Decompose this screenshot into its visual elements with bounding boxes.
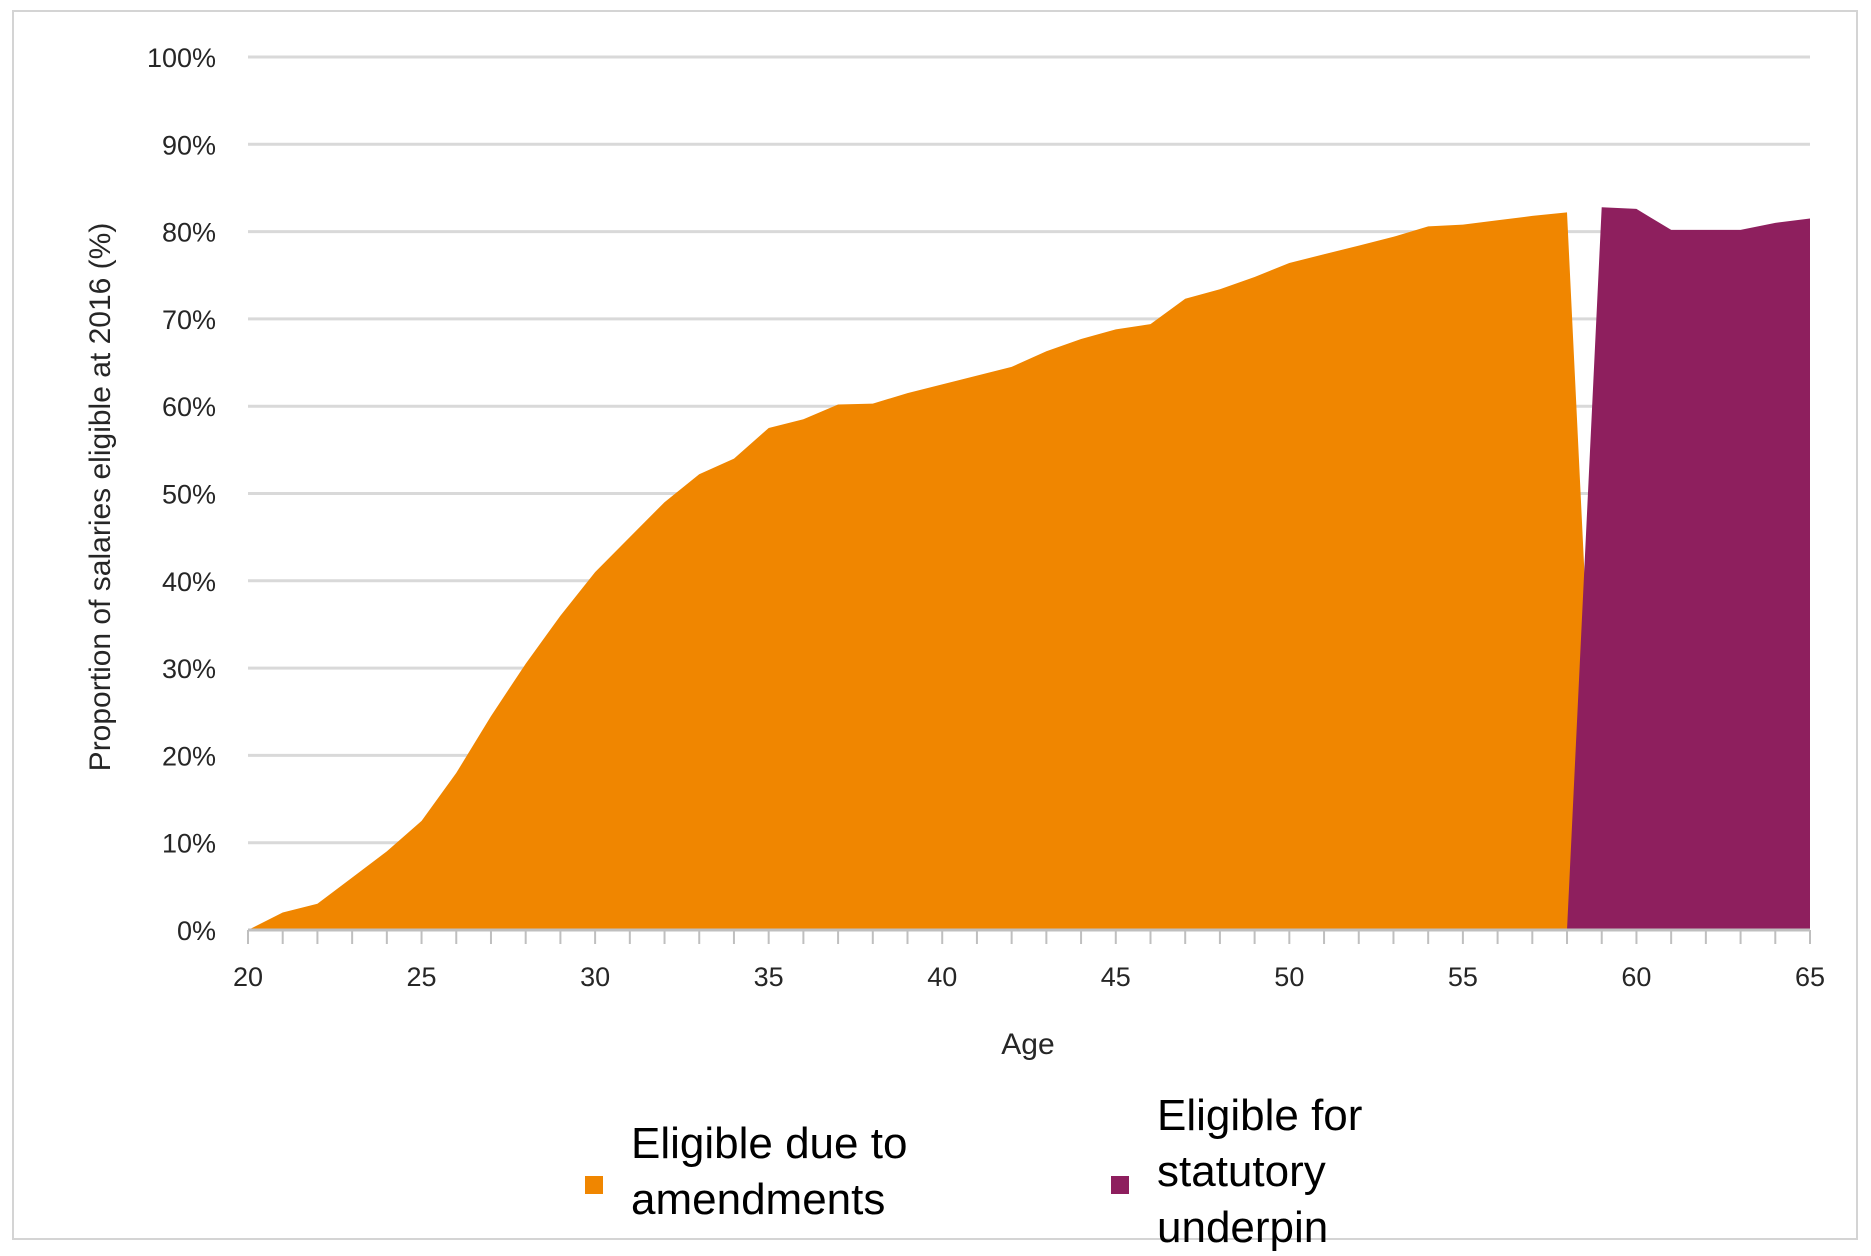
area-series-0 xyxy=(248,212,1602,930)
x-tick-label: 20 xyxy=(233,962,263,992)
y-axis-title: Proportion of salaries eligible at 2016 … xyxy=(84,223,117,772)
y-tick-label: 70% xyxy=(162,305,216,335)
legend-item-underpin: Eligible for statutory underpin xyxy=(1111,1088,1487,1256)
x-tick-label: 40 xyxy=(927,962,957,992)
area-chart: 0% 10% 20% 30% 40% 50% 60% 70% 80% 90% 100% 20 25 30… xyxy=(84,43,1825,1061)
x-tick-label: 30 xyxy=(580,962,610,992)
legend-item-amendments: Eligible due to amendments xyxy=(585,1088,961,1256)
y-tick-label: 100% xyxy=(147,43,216,73)
y-tick-label: 20% xyxy=(162,741,216,771)
x-axis-title: Age xyxy=(1001,1028,1054,1061)
y-tick-label: 50% xyxy=(162,480,216,510)
y-tick-label: 90% xyxy=(162,130,216,160)
legend-swatch-amendments xyxy=(585,1176,603,1194)
area-series-1 xyxy=(1567,207,1810,930)
x-tick-labels: 20 25 30 35 40 45 50 55 60 65 xyxy=(233,962,1825,992)
y-tick-labels: 0% 10% 20% 30% 40% 50% 60% 70% 80% 90% 100% xyxy=(147,43,216,946)
y-tick-label: 40% xyxy=(162,567,216,597)
y-tick-label: 10% xyxy=(162,829,216,859)
axes xyxy=(247,928,1811,944)
y-tick-label: 30% xyxy=(162,654,216,684)
legend-label-amendments: Eligible due to amendments xyxy=(631,1119,908,1224)
y-tick-label: 0% xyxy=(177,916,216,946)
x-tick-label: 60 xyxy=(1621,962,1651,992)
y-tick-label: 80% xyxy=(162,218,216,248)
x-tick-label: 55 xyxy=(1448,962,1478,992)
x-tick-label: 25 xyxy=(407,962,437,992)
x-tick-label: 35 xyxy=(754,962,784,992)
x-tick-label: 45 xyxy=(1101,962,1131,992)
x-tick-label: 50 xyxy=(1274,962,1304,992)
legend-swatch-underpin xyxy=(1111,1176,1129,1194)
legend: Eligible due to amendments Eligible for … xyxy=(585,1088,1487,1256)
x-tick-label: 65 xyxy=(1795,962,1825,992)
legend-label-underpin: Eligible for statutory underpin xyxy=(1157,1091,1363,1252)
y-tick-label: 60% xyxy=(162,392,216,422)
area-series xyxy=(248,207,1810,930)
